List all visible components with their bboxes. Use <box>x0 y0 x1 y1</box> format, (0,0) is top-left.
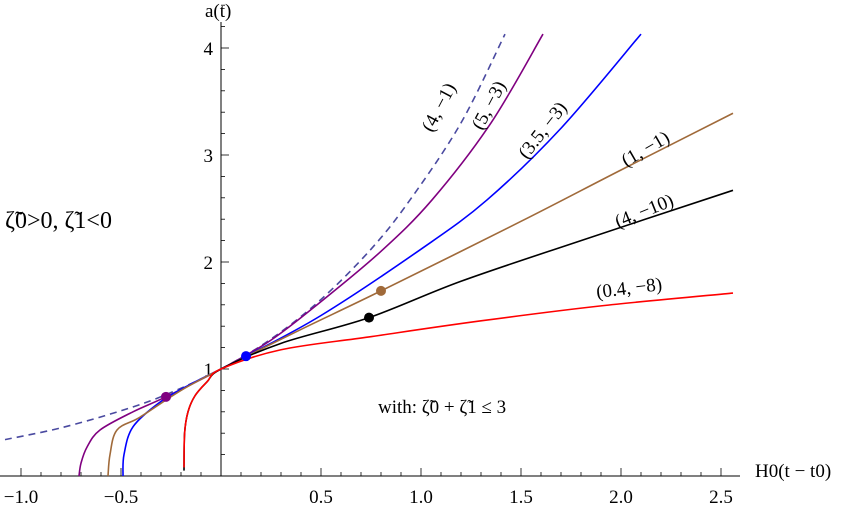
series-line-0 <box>4 33 506 441</box>
series-line-3 <box>107 112 734 477</box>
y-axis-label: a(t) <box>205 1 231 22</box>
x-tick-label: 1.0 <box>409 487 433 508</box>
y-tick-label: 3 <box>204 146 214 167</box>
x-tick-label: 2.5 <box>709 487 733 508</box>
constraint-label: with: ζ̃0 + ζ̃1 ≤ 3 <box>378 397 506 418</box>
curve-label-1-1: (1, −1) <box>618 127 673 171</box>
x-tick-label: 2.0 <box>609 487 633 508</box>
series-marker-2 <box>241 351 251 362</box>
curve-label-4-10: (4, −10) <box>612 190 677 232</box>
x-tick-label: −1.0 <box>4 487 38 508</box>
y-tick-label: 1 <box>204 360 214 381</box>
markers <box>161 285 386 402</box>
curve-label-5-3: (5, −3) <box>468 78 511 134</box>
y-tick-label: 2 <box>204 253 214 274</box>
curve-label-4-1: (4, −1) <box>418 80 461 136</box>
x-tick-label: 0.5 <box>309 487 333 508</box>
y-tick-label: 4 <box>204 39 214 60</box>
x-tick-label: −0.5 <box>104 487 138 508</box>
series-marker-1 <box>161 391 171 402</box>
x-tick-label: 1.5 <box>509 487 533 508</box>
axes: −1.0 −0.5 0.5 1.0 1.5 2.0 2.5 1 2 3 4 <box>0 4 740 508</box>
curves <box>4 33 734 477</box>
series-line-4 <box>183 189 734 471</box>
curve-label-3.5-3: (3.5, −3) <box>514 98 571 163</box>
series-marker-4 <box>364 312 374 323</box>
curve-label-0.4-8: (0.4, −8) <box>595 274 663 303</box>
condition-label: ζ̃0>0, ζ̃1<0 <box>5 208 112 234</box>
series-marker-3 <box>376 285 386 296</box>
series-line-5 <box>183 292 734 468</box>
x-axis-label: H0(t − t0) <box>755 461 831 482</box>
